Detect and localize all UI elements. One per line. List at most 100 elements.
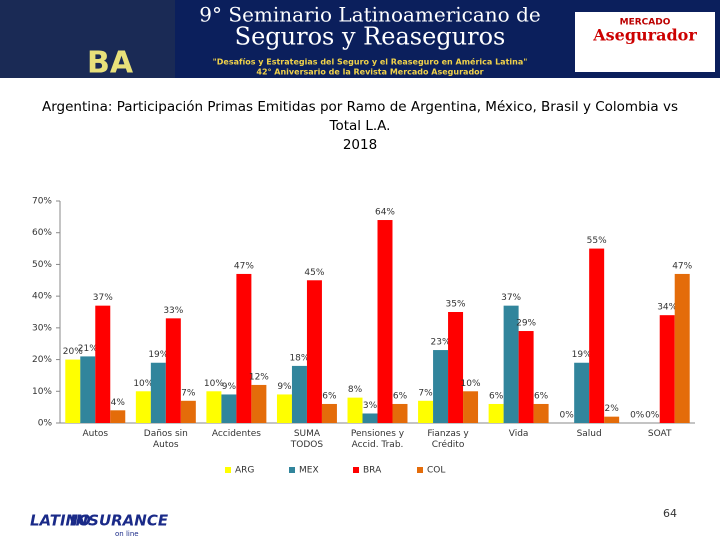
bar (604, 416, 620, 423)
x-tick-label-box: Salud (576, 429, 602, 439)
banner-mark: BA (87, 46, 134, 81)
bar (165, 318, 181, 423)
bar (433, 350, 449, 423)
banner-line1: 9° Seminario Latinoamericano de (199, 3, 540, 27)
value-label: 2% (605, 404, 620, 414)
footer-logo2: INSURANCE (70, 512, 169, 530)
bar (80, 356, 96, 423)
bar (321, 403, 337, 423)
bar (448, 312, 464, 423)
banner-line2: Seguros y Reaseguros (235, 23, 506, 51)
bar (574, 362, 590, 423)
bar (236, 273, 252, 423)
bar (659, 315, 675, 423)
bar (503, 305, 519, 423)
bar (463, 391, 479, 423)
value-label: 6% (322, 391, 337, 401)
value-label: 20% (63, 347, 83, 357)
value-label: 23% (431, 338, 451, 348)
bar (518, 331, 534, 423)
value-label: 47% (672, 261, 692, 271)
y-tick-label: 60% (32, 228, 52, 238)
value-label: 9% (277, 382, 292, 392)
value-label: 47% (234, 261, 254, 271)
x-tick-label: Autos (82, 429, 109, 439)
value-label: 3% (363, 401, 378, 411)
chart-subtitle: 2018 (342, 137, 378, 153)
banner-photo (0, 0, 175, 78)
value-label: 19% (148, 350, 168, 360)
value-label: 4% (111, 398, 126, 408)
bar (589, 248, 605, 423)
value-label: 7% (418, 388, 433, 398)
chart-title: Argentina: Participación Primas Emitidas… (42, 99, 678, 134)
value-label: 8% (348, 385, 363, 395)
value-label: 35% (446, 300, 466, 310)
banner-line3: "Desafíos y Estrategias del Seguro y el … (213, 57, 528, 67)
bar (362, 413, 378, 423)
bar (221, 394, 237, 423)
legend-label: MEX (299, 466, 319, 476)
x-tick-label: SOAT (647, 429, 672, 439)
bar (150, 362, 166, 423)
legend-label: COL (427, 466, 445, 476)
value-label: 37% (93, 293, 113, 303)
value-label: 10% (133, 379, 153, 389)
x-tick-label-box: Daños sin Autos (143, 429, 188, 450)
bar (180, 400, 196, 423)
value-label: 37% (501, 293, 521, 303)
value-label: 7% (181, 388, 196, 398)
legend-swatch (225, 467, 231, 473)
brand-box (575, 12, 715, 72)
bar (251, 384, 267, 423)
value-label: 12% (249, 372, 269, 382)
bar (65, 359, 81, 423)
bar (674, 273, 690, 423)
y-tick-label: 70% (32, 197, 52, 207)
x-tick-label-box: Fianzas y Crédito (427, 429, 469, 450)
x-tick-label: Pensiones y Accid. Trab. (350, 429, 405, 450)
value-label: 29% (516, 319, 536, 329)
x-tick-label: Accidentes (211, 429, 261, 439)
bar (206, 391, 222, 423)
legend-label: BRA (363, 466, 382, 476)
value-label: 33% (163, 306, 183, 316)
y-tick-label: 10% (32, 387, 52, 397)
value-label: 10% (204, 379, 224, 389)
bar (392, 403, 408, 423)
x-tick-label: SUMA TODOS (290, 429, 324, 450)
x-tick-label: Daños sin Autos (143, 429, 188, 450)
legend-swatch (353, 467, 359, 473)
value-label: 64% (375, 208, 395, 218)
value-label: 21% (78, 344, 98, 354)
bar (418, 400, 434, 423)
value-label: 0% (630, 411, 645, 421)
page-number: 64 (663, 507, 677, 520)
y-tick-label: 30% (32, 323, 52, 333)
value-label: 19% (572, 350, 592, 360)
bar (110, 410, 126, 423)
value-label: 6% (393, 391, 408, 401)
x-tick-label: Fianzas y Crédito (427, 429, 469, 450)
x-tick-label: Vida (508, 429, 529, 439)
banner-line4: 42° Aniversario de la Revista Mercado As… (256, 68, 483, 77)
legend-swatch (289, 467, 295, 473)
y-tick-label: 20% (32, 355, 52, 365)
brand1: MERCADO (620, 18, 671, 28)
y-tick-label: 0% (38, 419, 53, 429)
y-tick-label: 50% (32, 260, 52, 270)
footer-logo1: LATINO (30, 512, 91, 530)
title-box: Argentina: Participación Primas Emitidas… (42, 99, 678, 153)
y-tick-label: 40% (32, 292, 52, 302)
bar (291, 365, 307, 423)
x-tick-label: Salud (576, 429, 602, 439)
value-label: 0% (645, 411, 660, 421)
legend-label: ARG (235, 466, 254, 476)
brand2: Asegurador (592, 26, 697, 45)
x-tick-label-box: Vida (508, 429, 529, 439)
value-label: 0% (560, 411, 575, 421)
legend-swatch (417, 467, 423, 473)
bar (488, 403, 504, 423)
bar (347, 397, 363, 423)
